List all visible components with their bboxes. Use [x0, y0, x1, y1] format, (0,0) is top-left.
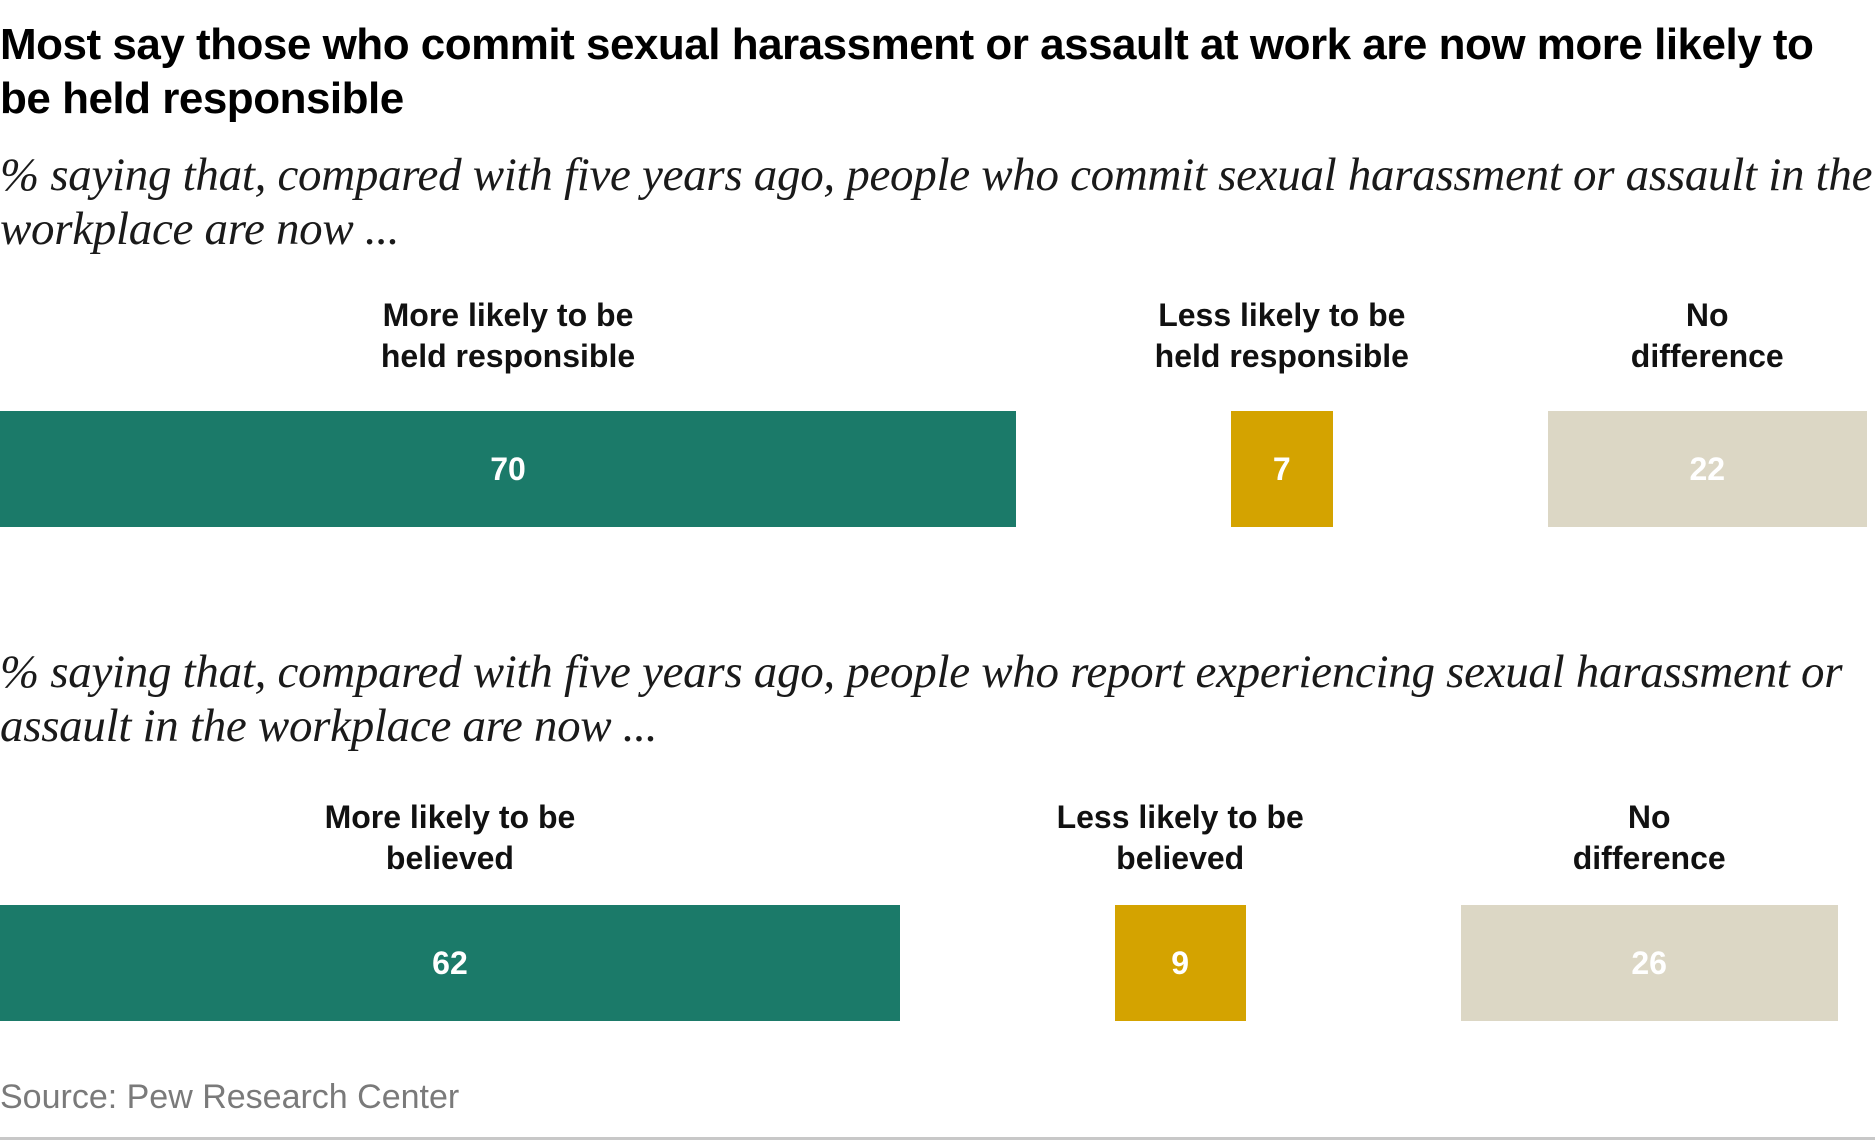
bar-value-label: 9 — [1171, 944, 1190, 981]
chart-2-bar-row: 62 9 26 — [0, 905, 1875, 1021]
category-label-line: held responsible — [380, 338, 636, 374]
category-label-line: difference — [1572, 840, 1726, 876]
chart-1-subtitle: % saying that, compared with five years … — [0, 149, 1873, 255]
bar-value-label: 22 — [1689, 450, 1726, 487]
chart-2-subtitle: % saying that, compared with five years … — [0, 646, 1843, 752]
category-label-more-likely: More likely to be believed — [325, 797, 576, 879]
category-label-line: No — [1685, 297, 1729, 333]
category-label-no-difference: No difference — [1573, 797, 1726, 879]
bar-less-likely: 7 — [1231, 411, 1333, 527]
category-label-line: No — [1627, 799, 1671, 835]
category-label-less-likely: Less likely to be believed — [1057, 797, 1304, 879]
category-label-less-likely: Less likely to be held responsible — [1155, 295, 1409, 377]
chart-1-bar-row: 70 7 22 — [0, 411, 1875, 527]
category-label-line: believed — [385, 840, 514, 876]
bar-value-label: 70 — [490, 450, 526, 487]
bar-no-difference: 26 — [1460, 905, 1838, 1021]
bar-more-likely: 70 — [0, 411, 1016, 527]
category-label-line: Less likely to be — [1158, 297, 1406, 333]
category-label-line: believed — [1116, 840, 1245, 876]
category-label-line: More likely to be — [382, 297, 634, 333]
category-label-no-difference: No difference — [1631, 295, 1784, 377]
bar-value-label: 26 — [1631, 944, 1667, 981]
bar-value-label: 62 — [432, 944, 468, 981]
bar-more-likely: 62 — [0, 905, 900, 1021]
bottom-rule — [0, 1137, 1875, 1140]
category-label-line: held responsible — [1154, 338, 1409, 374]
bar-no-difference: 22 — [1547, 411, 1867, 527]
category-label-line: Less likely to be — [1056, 799, 1304, 835]
category-label-more-likely: More likely to be held responsible — [381, 295, 635, 377]
bar-value-label: 7 — [1272, 450, 1291, 487]
bar-less-likely: 9 — [1114, 905, 1246, 1021]
category-label-line: difference — [1630, 338, 1784, 374]
chart-title: Most say those who commit sexual harassm… — [0, 20, 1814, 123]
category-label-line: More likely to be — [324, 799, 576, 835]
source-note: Source: Pew Research Center — [0, 1078, 460, 1116]
